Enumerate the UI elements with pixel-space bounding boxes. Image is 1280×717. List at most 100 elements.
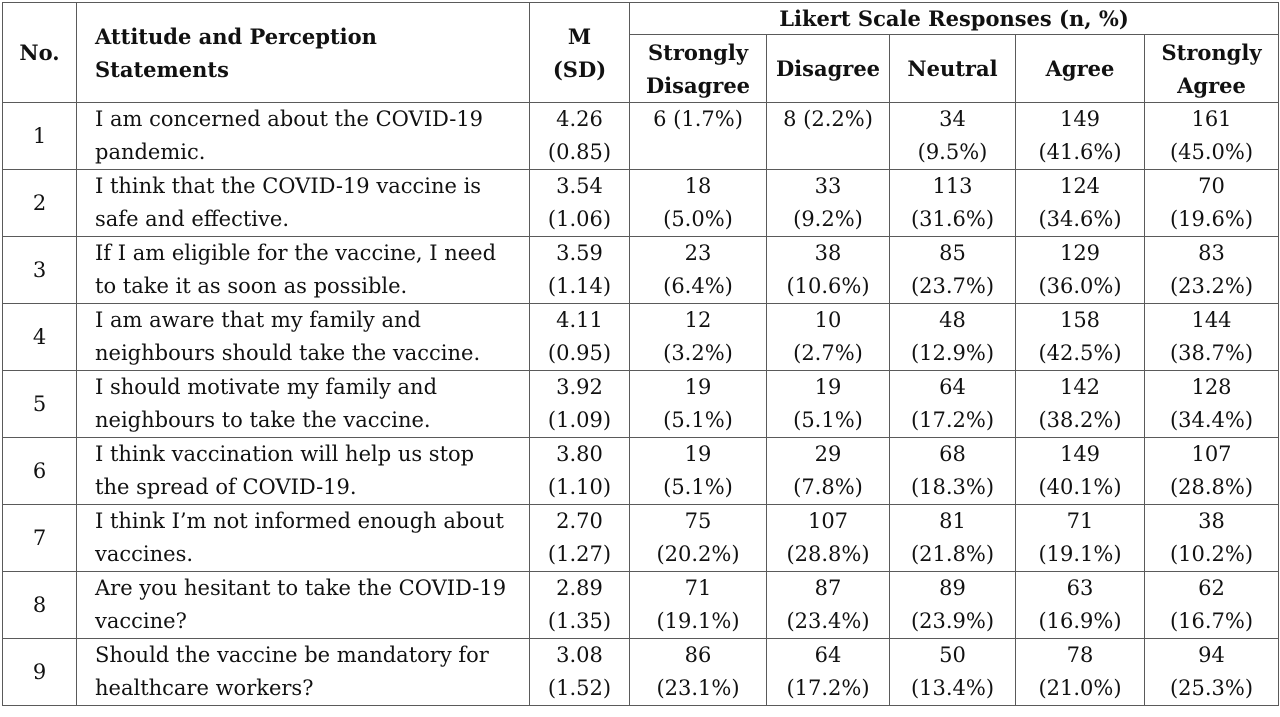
response-cell-agree: 158 (42.5%) <box>1015 303 1145 371</box>
statement-line: I am concerned about the COVID-19 <box>95 107 484 131</box>
mean-sd-cell: 4.26 (0.85) <box>529 102 630 170</box>
row-number: 5 <box>2 370 77 438</box>
response-cell-strongly-agree: 38 (10.2%) <box>1144 504 1279 572</box>
mean-sd-cell: 2.89 (1.35) <box>529 571 630 639</box>
response-count: 124 <box>1059 174 1101 198</box>
sd-value: (0.95) <box>547 341 612 365</box>
column-header-statement-line1: Attitude and Perception <box>95 23 377 49</box>
response-cell-strongly-disagree: 6 (1.7%) <box>629 102 767 170</box>
sd-value: (1.09) <box>547 408 612 432</box>
response-count: 63 <box>1066 576 1094 600</box>
response-cell-strongly-disagree: 23 (6.4%) <box>629 236 767 304</box>
response-count: 71 <box>684 576 712 600</box>
column-header-strongly-agree: Strongly Agree <box>1144 34 1279 103</box>
statement-line: If I am eligible for the vaccine, I need <box>95 241 497 265</box>
response-cell-agree: 78 (21.0%) <box>1015 638 1145 706</box>
response-percent: (23.9%) <box>910 609 995 633</box>
response-cell-strongly-agree: 62 (16.7%) <box>1144 571 1279 639</box>
response-percent: (28.8%) <box>1169 475 1254 499</box>
row-number: 9 <box>2 638 77 706</box>
response-cell-disagree: 38 (10.6%) <box>766 236 890 304</box>
response-percent: (23.4%) <box>786 609 870 633</box>
response-percent: (10.6%) <box>786 274 870 298</box>
column-header-line2: Agree <box>1177 72 1246 98</box>
table-row: 9 Should the vaccine be mandatory for heal… <box>2 638 1279 706</box>
column-header-sd: (SD) <box>552 56 607 82</box>
response-cell-disagree: 87 (23.4%) <box>766 571 890 639</box>
response-cell-strongly-agree: 83 (23.2%) <box>1144 236 1279 304</box>
response-cell-strongly-disagree: 18 (5.0%) <box>629 169 767 237</box>
header-row-sub: Strongly Disagree Disagree Neutral Agree… <box>3 34 1279 103</box>
response-percent: (40.1%) <box>1038 475 1122 499</box>
table-row: 4 I am aware that my family and neighbours… <box>2 303 1279 371</box>
table-header: No. Attitude and Perception Statements M… <box>2 2 1279 103</box>
column-header-mean: M <box>567 23 592 49</box>
response-percent: (9.5%) <box>917 140 988 164</box>
header-row-group: No. Attitude and Perception Statements M… <box>2 2 1279 103</box>
response-count: 75 <box>684 509 712 533</box>
response-percent: (18.3%) <box>910 475 995 499</box>
row-number: 2 <box>2 169 77 237</box>
response-count: 38 <box>1198 509 1225 533</box>
response-percent: (23.1%) <box>656 676 740 700</box>
response-percent: (34.6%) <box>1038 207 1122 231</box>
statement-cell: I think I’m not informed enough about vac… <box>76 504 530 572</box>
response-percent: (20.2%) <box>656 542 740 566</box>
response-count: 107 <box>1191 442 1232 466</box>
sd-value: (0.85) <box>547 140 612 164</box>
column-header-line1: Strongly <box>1161 39 1262 65</box>
mean-value: 3.54 <box>556 174 603 198</box>
response-cell-disagree: 10 (2.7%) <box>766 303 890 371</box>
statement-cell: I think vaccination will help us stop the… <box>76 437 530 505</box>
response-cell-disagree: 107 (28.8%) <box>766 504 890 572</box>
response-cell-disagree: 64 (17.2%) <box>766 638 890 706</box>
statement-cell: I am aware that my family and neighbours … <box>76 303 530 371</box>
response-cell-neutral: 34 (9.5%) <box>889 102 1016 170</box>
response-count: 94 <box>1198 643 1225 667</box>
response-cell-neutral: 64 (17.2%) <box>889 370 1016 438</box>
response-percent: (41.6%) <box>1038 140 1122 164</box>
statement-line: healthcare workers? <box>95 676 314 700</box>
sd-value: (1.27) <box>547 542 612 566</box>
table-row: 1 I am concerned about the COVID-19 pandem… <box>2 102 1279 170</box>
response-count: 78 <box>1066 643 1094 667</box>
response-cell-neutral: 89 (23.9%) <box>889 571 1016 639</box>
response-count: 38 <box>814 241 842 265</box>
statement-line: to take it as soon as possible. <box>95 274 408 298</box>
response-cell-strongly-agree: 107 (28.8%) <box>1144 437 1279 505</box>
response-count: 81 <box>939 509 966 533</box>
statement-line: safe and effective. <box>95 207 289 231</box>
mean-sd-cell: 3.08 (1.52) <box>529 638 630 706</box>
row-number: 4 <box>2 303 77 371</box>
mean-sd-cell: 4.11 (0.95) <box>529 303 630 371</box>
response-percent: (9.2%) <box>793 207 863 231</box>
statement-line: vaccine? <box>95 609 187 633</box>
response-count: 34 <box>939 107 966 131</box>
response-count: 68 <box>939 442 966 466</box>
response-cell-agree: 149 (41.6%) <box>1015 102 1145 170</box>
response-percent: (5.1%) <box>663 408 733 432</box>
response-percent: (16.7%) <box>1169 609 1254 633</box>
response-cell-strongly-disagree: 12 (3.2%) <box>629 303 767 371</box>
statement-cell: Are you hesitant to take the COVID-19 vac… <box>76 571 530 639</box>
response-cell-strongly-disagree: 19 (5.1%) <box>629 437 767 505</box>
response-count: 149 <box>1059 442 1101 466</box>
response-cell-neutral: 48 (12.9%) <box>889 303 1016 371</box>
response-percent: (38.2%) <box>1038 408 1122 432</box>
mean-sd-cell: 3.59 (1.14) <box>529 236 630 304</box>
response-cell-strongly-disagree: 19 (5.1%) <box>629 370 767 438</box>
response-percent: (31.6%) <box>910 207 995 231</box>
response-percent: (3.2%) <box>663 341 733 365</box>
response-percent: (17.2%) <box>910 408 995 432</box>
mean-sd-cell: 3.80 (1.10) <box>529 437 630 505</box>
response-percent: (12.9%) <box>910 341 995 365</box>
response-count: 71 <box>1066 509 1094 533</box>
response-count: 50 <box>939 643 966 667</box>
response-percent: (19.1%) <box>656 609 740 633</box>
table-row: 6 I think vaccination will help us stop th… <box>2 437 1279 505</box>
response-count: 87 <box>814 576 842 600</box>
response-cell-agree: 142 (38.2%) <box>1015 370 1145 438</box>
row-number: 7 <box>2 504 77 572</box>
response-count: 8 (2.2%) <box>783 107 873 131</box>
response-percent: (23.7%) <box>910 274 995 298</box>
